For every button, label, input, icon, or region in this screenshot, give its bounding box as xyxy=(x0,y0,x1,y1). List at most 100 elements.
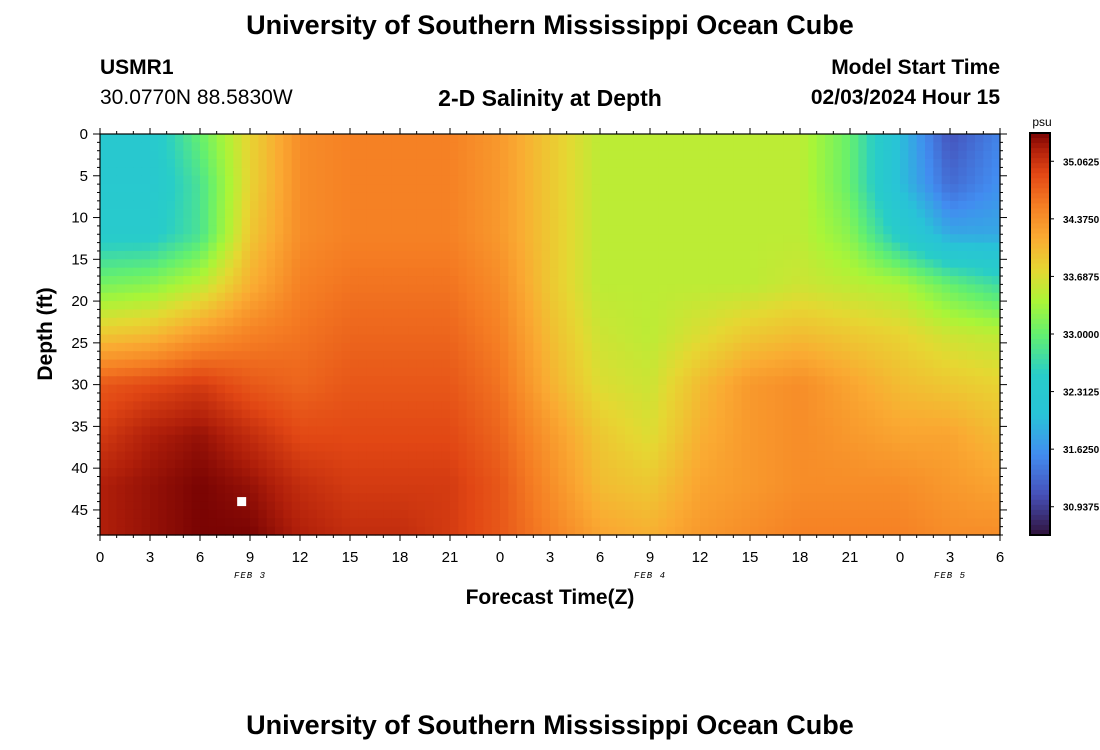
heatmap-cell xyxy=(758,484,768,494)
heatmap-cell xyxy=(116,351,126,361)
heatmap-cell xyxy=(983,384,993,394)
heatmap-cell xyxy=(333,342,343,352)
heatmap-cell xyxy=(291,434,301,444)
heatmap-cell xyxy=(283,484,293,494)
heatmap-cell xyxy=(716,509,726,519)
heatmap-cell xyxy=(358,509,368,519)
heatmap-cell xyxy=(825,317,834,327)
heatmap-cell xyxy=(475,392,484,402)
heatmap-cell xyxy=(650,267,659,277)
heatmap-cell xyxy=(800,451,809,461)
heatmap-cell xyxy=(625,175,634,185)
heatmap-cell xyxy=(700,451,709,461)
heatmap-cell xyxy=(566,493,576,503)
heatmap-cell xyxy=(208,359,218,369)
heatmap-cell xyxy=(541,259,551,269)
heatmap-cell xyxy=(425,509,434,519)
heatmap-cell xyxy=(400,284,409,294)
heatmap-cell xyxy=(416,142,426,152)
heatmap-cell xyxy=(591,309,601,319)
heatmap-cell xyxy=(350,342,359,352)
heatmap-cell xyxy=(441,443,451,453)
heatmap-cell xyxy=(300,317,309,327)
heatmap-cell xyxy=(600,342,609,352)
heatmap-cell xyxy=(708,509,718,519)
heatmap-cell xyxy=(783,217,793,227)
heatmap-cell xyxy=(533,418,543,427)
heatmap-cell xyxy=(400,259,409,269)
heatmap-cell xyxy=(350,434,359,444)
heatmap-cell xyxy=(850,401,859,411)
heatmap-cell xyxy=(658,468,668,478)
heatmap-cell xyxy=(841,150,851,160)
heatmap-cell xyxy=(741,209,751,219)
heatmap-cell xyxy=(466,493,476,503)
heatmap-cell xyxy=(666,276,676,285)
heatmap-cell xyxy=(883,443,893,453)
heatmap-cell xyxy=(425,284,434,294)
heatmap-cell xyxy=(775,259,784,269)
heatmap-cell xyxy=(408,309,418,319)
heatmap-cell xyxy=(383,342,393,352)
heatmap-cell xyxy=(350,284,359,294)
heatmap-cell xyxy=(500,200,509,210)
heatmap-cell xyxy=(391,217,401,227)
heatmap-cell xyxy=(891,150,901,160)
heatmap-cell xyxy=(200,493,209,503)
heatmap-cell xyxy=(241,225,251,235)
heatmap-cell xyxy=(641,376,651,386)
heatmap-cell xyxy=(566,367,576,377)
heatmap-cell xyxy=(533,493,543,503)
heatmap-cell xyxy=(700,493,709,503)
heatmap-cell xyxy=(125,384,134,394)
heatmap-cell xyxy=(966,150,976,160)
heatmap-cell xyxy=(625,418,634,427)
heatmap-cell xyxy=(650,142,659,152)
heatmap-cell xyxy=(316,167,326,177)
heatmap-cell xyxy=(725,309,734,319)
heatmap-cell xyxy=(966,276,976,285)
heatmap-cell xyxy=(450,426,459,436)
heatmap-cell xyxy=(991,234,1001,244)
heatmap-cell xyxy=(958,493,968,503)
heatmap-cell xyxy=(708,267,718,277)
heatmap-cell xyxy=(941,184,951,194)
heatmap-cell xyxy=(116,401,126,411)
heatmap-cell xyxy=(800,401,809,411)
heatmap-cell xyxy=(250,443,259,453)
heatmap-cell xyxy=(700,175,709,185)
heatmap-cell xyxy=(466,326,476,336)
heatmap-cell xyxy=(991,167,1001,177)
heatmap-cell xyxy=(225,501,234,511)
heatmap-cell xyxy=(483,284,493,294)
heatmap-cell xyxy=(516,242,526,252)
heatmap-cell xyxy=(516,409,526,419)
heatmap-cell xyxy=(875,384,884,394)
heatmap-cell xyxy=(341,209,351,219)
heatmap-cell xyxy=(708,225,718,235)
heatmap-cell xyxy=(875,276,884,285)
heatmap-cell xyxy=(833,142,843,152)
heatmap-cell xyxy=(500,401,509,411)
heatmap-cell xyxy=(316,234,326,244)
heatmap-cell xyxy=(858,234,868,244)
heatmap-cell xyxy=(108,451,118,461)
heatmap-cell xyxy=(100,359,109,369)
heatmap-cell xyxy=(208,184,218,194)
heatmap-cell xyxy=(475,184,484,194)
heatmap-cell xyxy=(541,242,551,252)
heatmap-cell xyxy=(483,501,493,511)
heatmap-cell xyxy=(791,134,801,143)
heatmap-cell xyxy=(175,159,184,169)
heatmap-cell xyxy=(600,242,609,252)
heatmap-cell xyxy=(225,434,234,444)
heatmap-cell xyxy=(466,409,476,419)
heatmap-cell xyxy=(433,451,443,461)
heatmap-cell xyxy=(791,250,801,260)
heatmap-cell xyxy=(941,359,951,369)
heatmap-cell xyxy=(891,409,901,419)
heatmap-cell xyxy=(808,509,818,519)
heatmap-cell xyxy=(625,284,634,294)
heatmap-cell xyxy=(733,301,743,311)
heatmap-cell xyxy=(991,192,1001,202)
